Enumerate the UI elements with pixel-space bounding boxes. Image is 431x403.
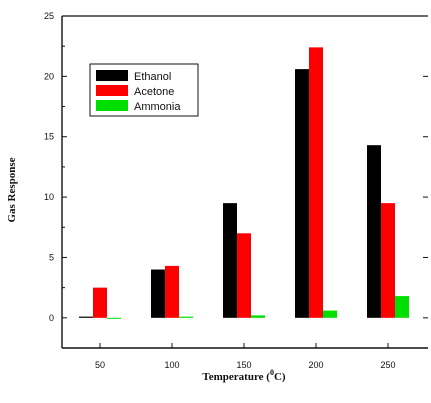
bar-acetone [237, 233, 251, 318]
bar-ammonia [179, 316, 193, 318]
x-axis-title: Temperature (0C) [202, 368, 285, 383]
legend: Ethanol Acetone Ammonia [89, 63, 199, 117]
bar-ethanol [151, 269, 165, 318]
x-axis-title-text: Temperature [202, 371, 263, 383]
y-tick-label: 15 [44, 132, 54, 142]
bar-acetone [165, 265, 179, 318]
bars-group [79, 47, 409, 319]
legend-swatch-acetone [96, 85, 128, 96]
legend-label-ammonia: Ammonia [134, 101, 181, 113]
x-axis: 50 100 150 200 250 [95, 343, 396, 370]
y-tick-label: 20 [44, 71, 54, 81]
bar-acetone [309, 47, 323, 318]
x-tick-label: 250 [380, 360, 395, 370]
bar-ammonia [107, 317, 121, 319]
legend-label-ethanol: Ethanol [134, 71, 171, 83]
legend-label-acetone: Acetone [134, 86, 174, 98]
x-tick-label: 50 [95, 360, 105, 370]
plot-area [61, 15, 428, 349]
y-axis-title: Gas Response [6, 157, 18, 222]
bar-acetone [381, 203, 395, 318]
legend-swatch-ammonia [96, 100, 128, 111]
bar-ammonia [251, 315, 265, 318]
y-axis: 0 5 10 15 20 25 [44, 11, 428, 323]
legend-swatch-ethanol [96, 70, 128, 81]
bar-acetone [93, 287, 107, 318]
y-tick-label: 10 [44, 192, 54, 202]
x-tick-label: 200 [308, 360, 323, 370]
bar-ethanol [367, 145, 381, 318]
y-tick-label: 25 [44, 11, 54, 21]
x-tick-label: 150 [236, 360, 251, 370]
x-axis-title-unit-sup: 0 [270, 368, 274, 377]
bar-ethanol [79, 316, 93, 318]
bar-ethanol [295, 69, 309, 318]
x-tick-label: 100 [164, 360, 179, 370]
x-axis-title-unit: C [274, 371, 282, 383]
y-tick-label: 5 [49, 252, 54, 262]
bar-ammonia [395, 296, 409, 318]
bar-ammonia [323, 310, 337, 318]
y-tick-label: 0 [49, 313, 54, 323]
bar-ethanol [223, 203, 237, 318]
